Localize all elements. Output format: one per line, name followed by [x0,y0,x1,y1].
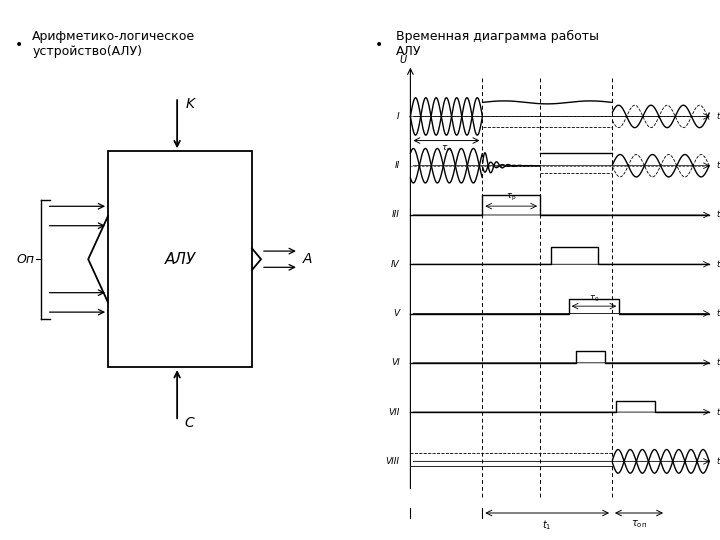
Text: t: t [716,112,720,121]
Text: $\tau_{\rm р}$: $\tau_{\rm р}$ [506,192,516,204]
Text: VIII: VIII [386,457,400,466]
Text: t: t [716,211,720,219]
Text: C: C [184,416,194,430]
Text: t: t [716,309,720,318]
Text: VI: VI [391,359,400,367]
Text: U: U [400,55,407,65]
Text: I: I [397,112,400,121]
Text: K: K [186,97,195,111]
Text: $\tau_{\rm оп}$: $\tau_{\rm оп}$ [631,518,647,530]
Text: t: t [716,260,720,269]
Text: t: t [716,359,720,367]
Text: $\tau_0$: $\tau_0$ [589,293,599,304]
Text: $t_1$: $t_1$ [542,518,552,532]
Text: t: t [716,161,720,170]
Text: t: t [716,408,720,416]
Text: •: • [14,38,22,52]
Text: IV: IV [391,260,400,269]
Text: III: III [392,211,400,219]
Text: $\tau_{\rm н}$: $\tau_{\rm н}$ [441,143,452,154]
Text: АЛУ: АЛУ [164,252,196,267]
Text: Арифметико-логическое
устройство(АЛУ): Арифметико-логическое устройство(АЛУ) [32,30,196,58]
Text: Оп: Оп [16,253,34,266]
Text: •: • [374,38,382,52]
Text: V: V [393,309,400,318]
Text: VII: VII [388,408,400,416]
Text: t: t [716,457,720,466]
Text: A: A [302,252,312,266]
Text: Временная диаграмма работы
АЛУ: Временная диаграмма работы АЛУ [396,30,599,58]
Bar [108,151,252,367]
Text: II: II [395,161,400,170]
